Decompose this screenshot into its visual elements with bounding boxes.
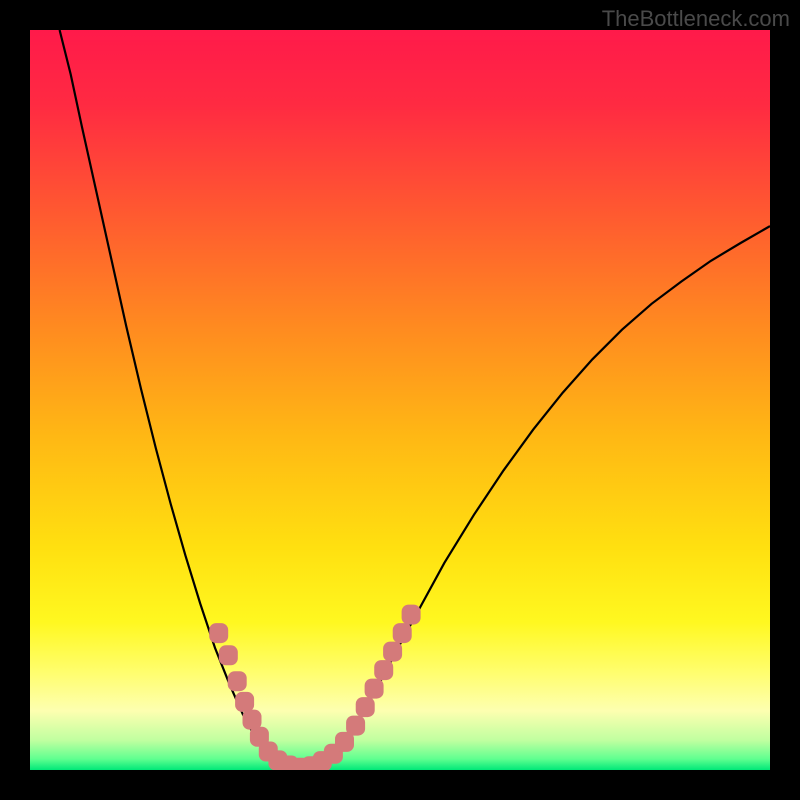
marker-point [393,623,412,643]
marker-point [346,716,365,736]
plot-area [30,30,770,770]
marker-point [228,671,247,691]
marker-point [374,660,393,680]
marker-point [209,623,228,643]
marker-point [402,605,421,625]
chart-svg [30,30,770,770]
chart-container: TheBottleneck.com [0,0,800,800]
marker-point [219,645,238,665]
marker-point [235,692,254,712]
marker-point [383,642,402,662]
marker-point [243,710,262,730]
marker-point [356,697,375,717]
watermark-text: TheBottleneck.com [602,6,790,32]
marker-point [365,679,384,699]
